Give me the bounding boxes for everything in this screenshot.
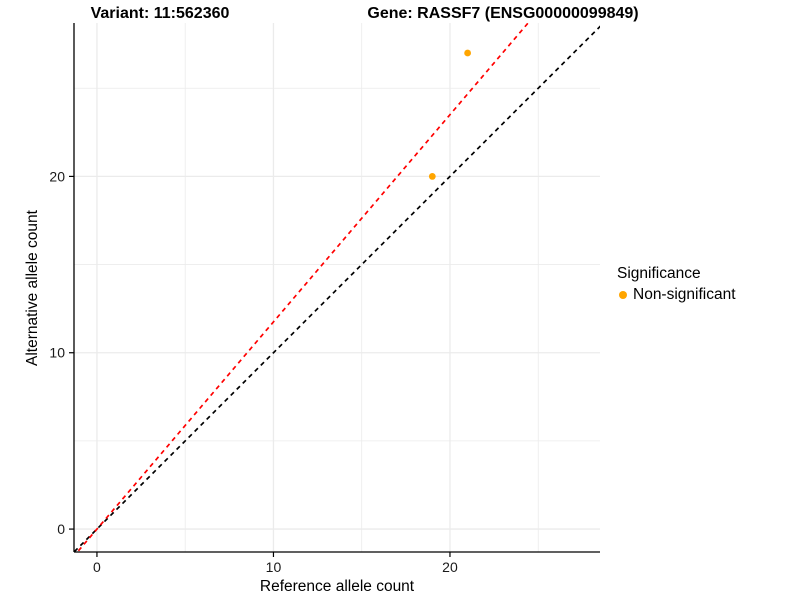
variant-title: Variant: 11:562360 bbox=[90, 5, 230, 22]
y-tick-label: 10 bbox=[49, 345, 65, 361]
legend-item-label: Non-significant bbox=[633, 286, 736, 303]
fitted-ratio-line bbox=[76, 23, 530, 552]
data-point bbox=[428, 173, 436, 180]
gene-title: Gene: RASSF7 (ENSG00000099849) bbox=[367, 5, 639, 22]
y-tick-label: 0 bbox=[57, 521, 65, 537]
y-axis-title: Alternative allele count bbox=[24, 210, 41, 366]
legend: Significance Non-significant bbox=[617, 265, 736, 304]
x-axis-title: Reference allele count bbox=[259, 578, 415, 595]
identity-line bbox=[74, 25, 600, 552]
y-tick-label: 20 bbox=[49, 168, 65, 184]
x-tick-label: 0 bbox=[93, 559, 101, 575]
legend-title: Significance bbox=[617, 265, 701, 282]
x-tick-label: 10 bbox=[266, 559, 282, 575]
data-point bbox=[464, 49, 472, 57]
x-tick-label: 20 bbox=[442, 559, 458, 575]
legend-item: Non-significant bbox=[617, 286, 736, 304]
reference-lines bbox=[74, 23, 600, 552]
legend-point-icon bbox=[619, 291, 627, 299]
